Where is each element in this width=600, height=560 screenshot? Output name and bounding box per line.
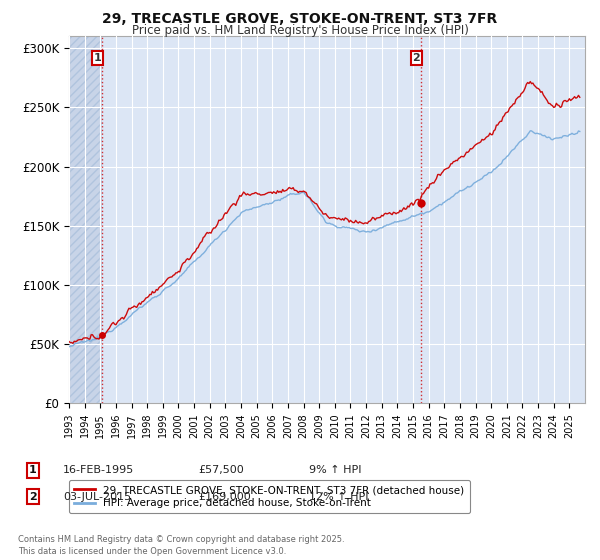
Text: 1: 1 (94, 53, 101, 63)
Text: 2: 2 (29, 492, 37, 502)
Legend: 29, TRECASTLE GROVE, STOKE-ON-TRENT, ST3 7FR (detached house), HPI: Average pric: 29, TRECASTLE GROVE, STOKE-ON-TRENT, ST3… (69, 480, 470, 514)
Text: 1: 1 (29, 465, 37, 475)
Bar (69, 36, 102, 403)
Text: 9% ↑ HPI: 9% ↑ HPI (309, 465, 361, 475)
Text: 16-FEB-1995: 16-FEB-1995 (63, 465, 134, 475)
Text: 29, TRECASTLE GROVE, STOKE-ON-TRENT, ST3 7FR: 29, TRECASTLE GROVE, STOKE-ON-TRENT, ST3… (103, 12, 497, 26)
Text: £169,000: £169,000 (198, 492, 251, 502)
Text: 2: 2 (412, 53, 420, 63)
Text: 12% ↑ HPI: 12% ↑ HPI (309, 492, 368, 502)
Text: Price paid vs. HM Land Registry's House Price Index (HPI): Price paid vs. HM Land Registry's House … (131, 24, 469, 36)
Text: Contains HM Land Registry data © Crown copyright and database right 2025.
This d: Contains HM Land Registry data © Crown c… (18, 535, 344, 556)
Text: £57,500: £57,500 (198, 465, 244, 475)
Text: 03-JUL-2015: 03-JUL-2015 (63, 492, 131, 502)
